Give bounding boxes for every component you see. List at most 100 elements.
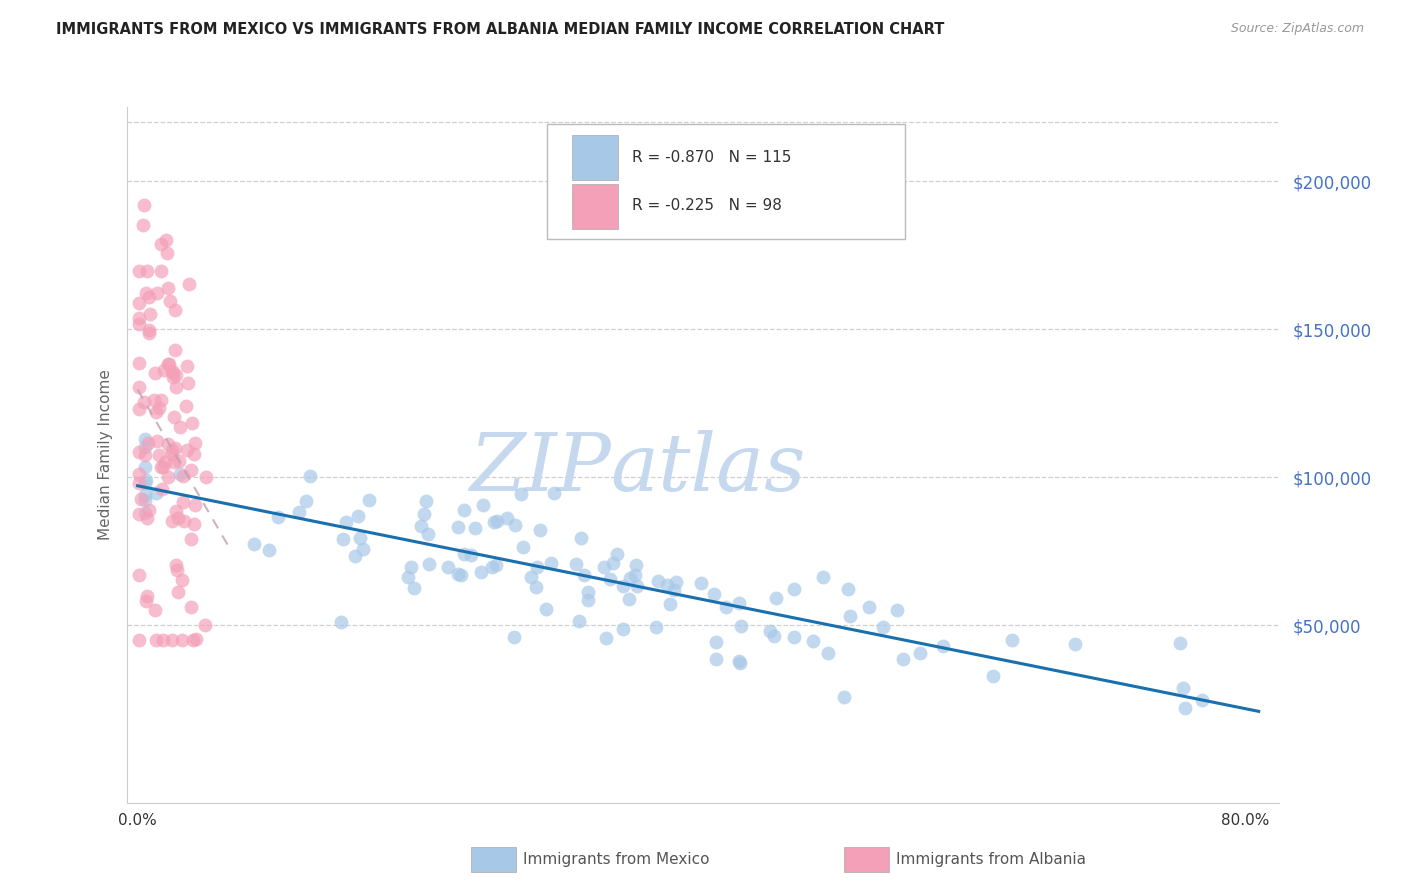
Point xyxy=(163,441,186,455)
Text: atlas: atlas xyxy=(610,430,806,508)
Point xyxy=(576,585,599,599)
Point xyxy=(128,444,150,458)
Point xyxy=(891,651,914,665)
Point xyxy=(655,578,678,592)
Point xyxy=(485,558,508,573)
Point xyxy=(832,690,855,704)
Point xyxy=(396,570,419,584)
Text: Source: ZipAtlas.com: Source: ZipAtlas.com xyxy=(1230,22,1364,36)
Text: Immigrants from Mexico: Immigrants from Mexico xyxy=(523,853,710,867)
Point xyxy=(128,356,150,370)
FancyBboxPatch shape xyxy=(547,124,905,239)
Point xyxy=(134,492,156,507)
Bar xyxy=(572,135,617,180)
Point xyxy=(173,495,195,509)
Point xyxy=(156,357,179,371)
Point xyxy=(146,434,169,449)
Point xyxy=(128,296,150,310)
Point xyxy=(727,654,749,668)
Point xyxy=(165,558,187,572)
Point xyxy=(658,598,681,612)
Text: R = -0.870   N = 115: R = -0.870 N = 115 xyxy=(631,150,792,165)
Point xyxy=(503,630,526,644)
Point xyxy=(858,600,880,615)
Point xyxy=(184,498,207,512)
Point xyxy=(166,563,188,577)
Point xyxy=(159,294,181,309)
Point xyxy=(619,571,641,585)
Point xyxy=(149,459,172,474)
Point xyxy=(156,246,179,260)
Point xyxy=(576,593,599,607)
Point xyxy=(813,570,835,584)
Point xyxy=(568,614,591,628)
Point xyxy=(402,581,425,595)
Point xyxy=(617,591,640,606)
Point xyxy=(135,264,157,278)
Point xyxy=(138,326,160,340)
Point xyxy=(730,619,752,633)
Point xyxy=(156,281,179,295)
Point xyxy=(128,567,150,582)
Point xyxy=(150,236,173,251)
Point xyxy=(837,582,859,596)
Point xyxy=(183,516,205,531)
Point xyxy=(704,634,727,648)
Point xyxy=(645,620,668,634)
Point xyxy=(409,518,432,533)
Point xyxy=(446,520,468,534)
Point xyxy=(157,357,180,371)
Point xyxy=(602,557,624,571)
Point xyxy=(349,531,371,545)
Point xyxy=(135,473,157,487)
Point xyxy=(183,632,205,647)
Point xyxy=(165,380,187,394)
Point xyxy=(134,488,156,502)
Point xyxy=(162,447,184,461)
Point xyxy=(128,311,150,326)
Point xyxy=(783,582,806,596)
Point xyxy=(180,599,202,614)
Point xyxy=(872,620,894,634)
Point xyxy=(595,632,617,646)
Point xyxy=(886,602,908,616)
Point xyxy=(138,290,160,304)
Point xyxy=(179,463,201,477)
Point xyxy=(134,440,156,454)
Y-axis label: Median Family Income: Median Family Income xyxy=(97,369,112,541)
Point xyxy=(910,646,932,660)
Point xyxy=(599,572,621,586)
Point xyxy=(353,542,375,557)
Point xyxy=(160,632,183,647)
Point xyxy=(148,401,170,415)
Point xyxy=(704,652,727,666)
Point xyxy=(180,532,202,546)
Point xyxy=(783,630,806,644)
Point xyxy=(173,515,195,529)
Text: ZIP: ZIP xyxy=(470,430,610,508)
Point xyxy=(1191,693,1213,707)
Point xyxy=(543,486,565,500)
Point xyxy=(128,263,150,277)
Point xyxy=(132,218,155,232)
Point xyxy=(481,560,503,574)
Point xyxy=(343,549,366,563)
Point xyxy=(157,437,180,451)
Point xyxy=(160,364,183,378)
Point xyxy=(759,624,782,638)
Point xyxy=(136,589,159,603)
Point xyxy=(155,233,177,247)
Point xyxy=(572,568,595,582)
Point xyxy=(145,405,167,419)
Point xyxy=(166,585,188,599)
Point xyxy=(128,507,150,521)
Point xyxy=(134,475,156,490)
Point xyxy=(183,446,205,460)
Point xyxy=(139,307,162,321)
Point xyxy=(160,514,183,528)
Point xyxy=(471,498,494,512)
Point xyxy=(162,370,184,384)
Point xyxy=(485,514,508,528)
Point xyxy=(399,559,422,574)
Point xyxy=(524,580,547,594)
